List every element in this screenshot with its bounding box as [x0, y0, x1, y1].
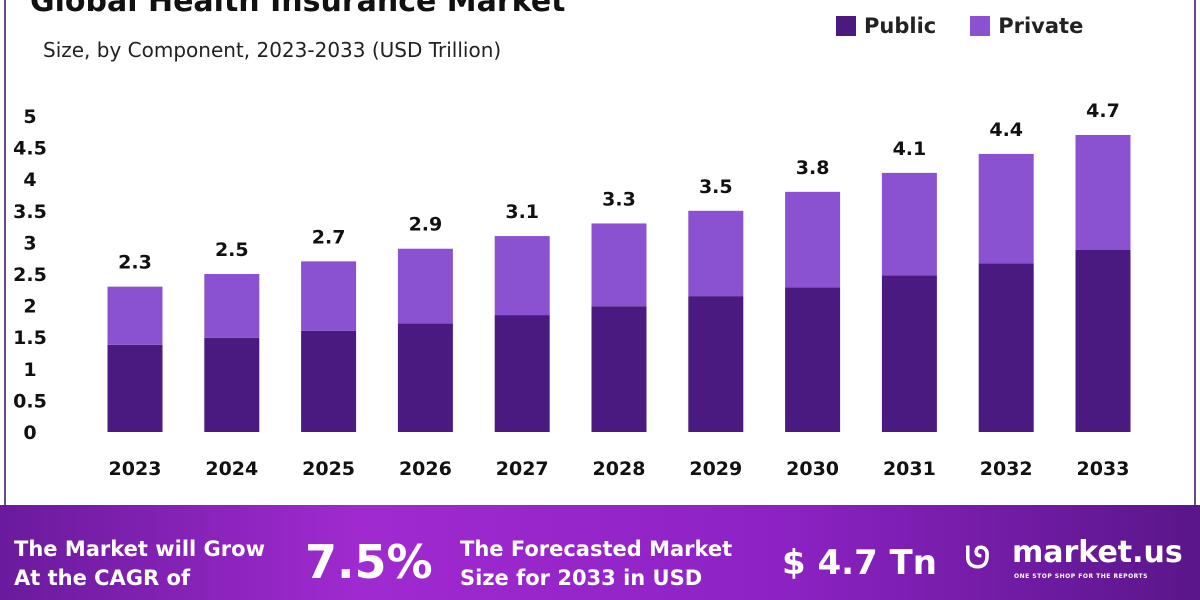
bar-private-2024 — [204, 274, 260, 338]
data-label-2024: 2.5 — [215, 239, 249, 261]
cagr-label-line2: At the CAGR of — [14, 566, 191, 590]
data-label-2028: 3.3 — [602, 188, 636, 210]
bar-public-2026 — [397, 323, 453, 432]
y-tick-label: 2.5 — [13, 264, 47, 286]
logo-tagline: ONE STOP SHOP FOR THE REPORTS — [1014, 573, 1148, 580]
forecast-label-line2: Size for 2033 in USD — [460, 566, 703, 590]
data-label-2030: 3.8 — [796, 157, 830, 179]
bar-private-2033 — [1075, 134, 1131, 250]
bar-public-2025 — [301, 330, 357, 432]
cagr-label-line1: The Market will Grow — [14, 537, 265, 561]
x-tick-label: 2032 — [980, 458, 1033, 480]
bar-private-2029 — [688, 210, 744, 297]
bar-public-2023 — [107, 344, 163, 432]
x-tick-label: 2029 — [689, 458, 742, 480]
x-tick-label: 2024 — [205, 458, 258, 480]
x-tick-label: 2033 — [1077, 458, 1130, 480]
x-tick-label: 2030 — [786, 458, 839, 480]
y-tick-label: 4.5 — [13, 138, 47, 160]
data-label-2026: 2.9 — [409, 214, 443, 236]
legend-item-private: Private — [970, 14, 1083, 38]
data-label-2033: 4.7 — [1086, 100, 1120, 122]
bar-private-2030 — [785, 191, 841, 288]
data-label-2032: 4.4 — [989, 119, 1023, 141]
cagr-label: The Market will Grow At the CAGR of — [14, 535, 265, 593]
legend-swatch-private — [970, 16, 991, 36]
bar-private-2023 — [107, 286, 163, 345]
x-tick-label: 2025 — [302, 458, 355, 480]
y-tick-label: 5 — [23, 106, 36, 128]
data-label-2031: 4.1 — [893, 138, 927, 160]
y-tick-label: 1 — [23, 359, 36, 381]
legend-label-public: Public — [864, 14, 937, 38]
x-tick-label: 2027 — [496, 458, 549, 480]
legend-item-public: Public — [836, 14, 936, 38]
bar-public-2032 — [978, 263, 1034, 432]
chart-frame — [4, 0, 1196, 505]
y-tick-label: 3.5 — [13, 201, 47, 223]
y-tick-label: 0 — [23, 422, 36, 444]
bar-chart: 0 0.5 1 1.5 2 2.5 3 3.5 4 4.5 5 2.3 2023 2.5 2024 2.7 20… — [13, 100, 1131, 480]
x-tick-label: 2023 — [109, 458, 162, 480]
legend: Public Private — [836, 14, 1083, 38]
legend-swatch-public — [836, 16, 856, 36]
y-tick-label: 4 — [23, 169, 36, 191]
x-tick-label: 2026 — [399, 458, 452, 480]
y-tick-label: 3 — [23, 232, 36, 254]
x-tick-label: 2031 — [883, 458, 936, 480]
bar-public-2031 — [881, 275, 937, 432]
bar-public-2027 — [494, 315, 550, 432]
logo-icon: ᘎ — [965, 541, 990, 576]
chart-title: Global Health Insurance Market — [30, 0, 566, 19]
bar-private-2028 — [591, 223, 647, 307]
forecast-value: $ 4.7 Tn — [782, 543, 937, 583]
bar-public-2030 — [785, 287, 841, 432]
bar-public-2024 — [204, 337, 260, 432]
legend-label-private: Private — [998, 14, 1084, 38]
data-label-2029: 3.5 — [699, 176, 733, 198]
data-label-2025: 2.7 — [312, 226, 346, 248]
bar-public-2029 — [688, 296, 744, 432]
x-tick-label: 2028 — [593, 458, 646, 480]
bar-private-2032 — [978, 153, 1034, 264]
bar-private-2025 — [301, 261, 357, 331]
cagr-value: 7.5% — [305, 535, 433, 589]
footer-banner: The Market will Grow At the CAGR of 7.5% … — [0, 505, 1200, 600]
forecast-label-line1: The Forecasted Market — [460, 537, 733, 561]
y-tick-label: 0.5 — [13, 390, 47, 412]
bar-private-2027 — [494, 236, 550, 316]
data-label-2027: 3.1 — [505, 201, 539, 223]
y-tick-label: 1.5 — [13, 327, 47, 349]
bar-private-2026 — [397, 248, 453, 324]
bar-public-2033 — [1075, 249, 1131, 432]
data-label-2023: 2.3 — [118, 252, 152, 274]
bar-private-2031 — [881, 172, 937, 276]
chart-subtitle: Size, by Component, 2023-2033 (USD Trill… — [43, 38, 502, 62]
forecast-label: The Forecasted Market Size for 2033 in US… — [460, 535, 732, 593]
logo-text: market.us — [1012, 535, 1183, 570]
y-tick-label: 2 — [23, 296, 36, 318]
bar-public-2028 — [591, 306, 647, 432]
